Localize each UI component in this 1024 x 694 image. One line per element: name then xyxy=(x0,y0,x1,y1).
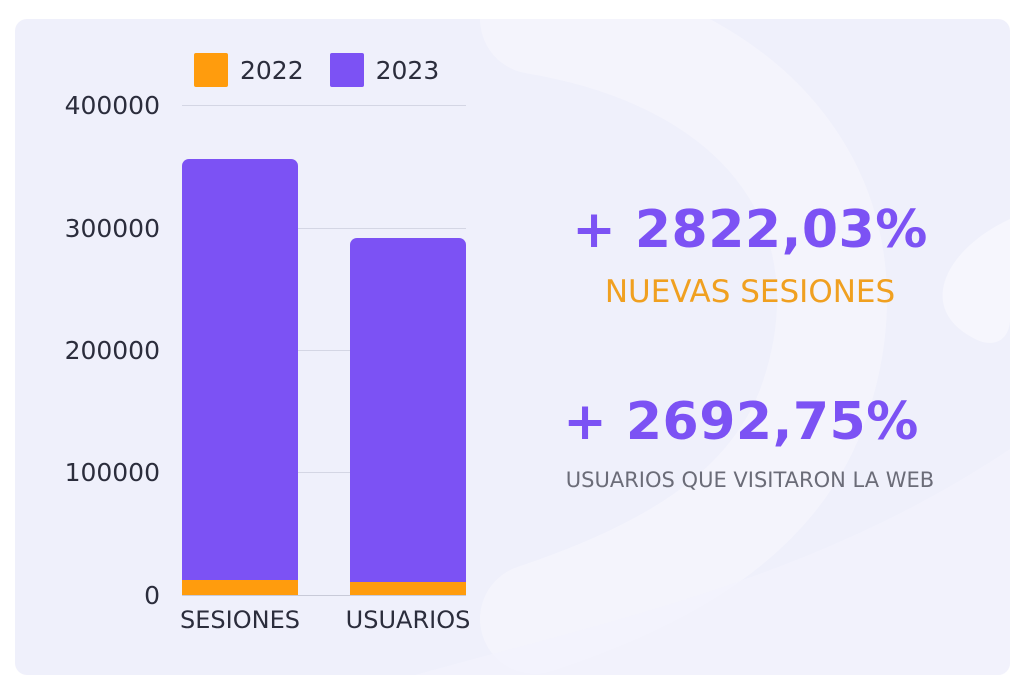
y-tick-100000: 100000 xyxy=(64,458,160,487)
bar-sesiones xyxy=(182,159,298,595)
legend-label-2023: 2023 xyxy=(375,55,440,85)
gridline-200000 xyxy=(182,350,466,351)
bar-segment-usuarios-2023 xyxy=(350,238,466,582)
stat-sesiones-value: + 2822,03% xyxy=(572,200,928,260)
chart-card xyxy=(15,19,1010,675)
gridline-300000 xyxy=(182,228,466,229)
bar-segment-sesiones-2022 xyxy=(182,580,298,595)
legend-swatch-2023 xyxy=(329,53,364,87)
legend-swatch-2022 xyxy=(194,53,228,87)
stat-sesiones-label: NUEVAS SESIONES xyxy=(604,274,896,310)
chart-legend: 2022 2023 xyxy=(194,53,465,87)
x-label-sesiones: SESIONES xyxy=(180,606,300,634)
gridline-400000 xyxy=(182,105,466,106)
bar-segment-sesiones-2023 xyxy=(182,159,298,580)
background-swirl-decoration xyxy=(415,19,1010,675)
bar-segment-usuarios-2022 xyxy=(350,582,466,595)
stat-usuarios-label: USUARIOS QUE VISITARON LA WEB xyxy=(565,468,935,492)
legend-label-2022: 2022 xyxy=(240,55,304,85)
baseline xyxy=(182,595,466,596)
legend-item-2023: 2023 xyxy=(329,53,440,87)
y-tick-0: 0 xyxy=(144,581,160,610)
legend-item-2022: 2022 xyxy=(194,53,304,87)
y-tick-200000: 200000 xyxy=(64,336,160,365)
x-label-usuarios: USUARIOS xyxy=(345,606,471,634)
stat-usuarios-value: + 2692,75% xyxy=(563,392,919,452)
bar-usuarios xyxy=(350,238,466,595)
y-tick-300000: 300000 xyxy=(64,214,160,243)
gridline-100000 xyxy=(182,472,466,473)
y-tick-400000: 400000 xyxy=(64,91,160,120)
